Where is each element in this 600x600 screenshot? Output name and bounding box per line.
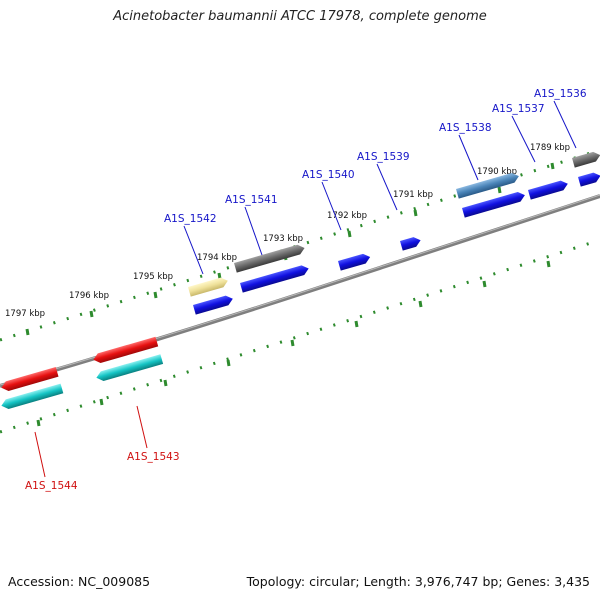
kbp-label: 1790 kbp (477, 167, 517, 177)
accession-label: Accession: NC_009085 (8, 574, 151, 589)
gene-feature (572, 151, 600, 168)
gene-label[interactable]: A1S_1536 (534, 88, 587, 100)
gene-arrow (1, 383, 64, 409)
gene-feature (240, 265, 309, 293)
gene-leader-line (136, 405, 148, 449)
gene-arrow (93, 336, 159, 363)
kbp-tick (25, 328, 30, 336)
gene-label[interactable]: A1S_1537 (492, 103, 545, 115)
gene-arrow (462, 192, 525, 218)
gene-feature (193, 295, 233, 315)
kbp-label: 1797 kbp (5, 309, 45, 319)
gene-arrow (456, 173, 519, 199)
gene-arrow (1, 367, 59, 391)
kbp-tick (89, 310, 94, 318)
gene-features (1, 151, 600, 409)
gene-feature (578, 172, 600, 187)
gene-label[interactable]: A1S_1543 (127, 451, 180, 463)
inner-tick (546, 260, 551, 268)
inner-tick (290, 339, 295, 347)
gene-label[interactable]: A1S_1541 (225, 194, 278, 206)
gene-leader-line (553, 100, 577, 149)
gene-feature (93, 336, 159, 363)
kbp-label: 1791 kbp (393, 190, 433, 200)
kbp-label: 1795 kbp (133, 272, 173, 282)
gene-leader-line (244, 206, 263, 256)
gene-feature (462, 192, 525, 218)
kbp-tick (153, 291, 158, 299)
genome-backbone (0, 194, 600, 388)
kbp-tick (347, 230, 352, 238)
kbp-tick (550, 162, 555, 170)
kbp-label: 1792 kbp (327, 211, 367, 221)
gene-leader-line (34, 431, 46, 478)
gene-arrow (188, 277, 228, 297)
gene-feature (1, 383, 64, 409)
gene-arrow (234, 244, 305, 273)
gene-leader-line (376, 163, 398, 211)
gene-feature (528, 180, 568, 200)
inner-tick (482, 280, 487, 288)
inner-tick (226, 359, 231, 367)
inner-tick (354, 320, 359, 328)
gene-feature (400, 237, 421, 251)
kbp-labels: 1789 kbp 1790 kbp 1791 kbp 1792 kbp 1793 kbp… (5, 143, 570, 319)
gene-arrow (96, 354, 164, 381)
gene-leader-line (511, 115, 536, 163)
genome-backbone-highlight (0, 194, 600, 386)
gene-label[interactable]: A1S_1538 (439, 122, 492, 134)
gene-leader-line (321, 181, 342, 231)
gene-label[interactable]: A1S_1544 (25, 480, 78, 492)
gene-label[interactable]: A1S_1542 (164, 213, 217, 225)
gene-arrow (578, 172, 600, 187)
kbp-label: 1794 kbp (197, 253, 237, 263)
gene-arrow (240, 265, 309, 293)
kbp-label: 1793 kbp (263, 234, 303, 244)
kbp-tick (497, 186, 502, 194)
gene-arrow (572, 151, 600, 168)
inner-tick (99, 398, 104, 406)
gene-arrow (338, 253, 371, 271)
gene-arrow (528, 180, 568, 200)
inner-tick (36, 419, 41, 427)
kbp-label: 1796 kbp (69, 291, 109, 301)
gene-label[interactable]: A1S_1540 (302, 169, 355, 181)
map-title: Acinetobacter baumannii ATCC 17978, comp… (113, 9, 487, 24)
gene-leader-line (183, 225, 204, 275)
major-ticks (25, 162, 555, 427)
kbp-label: 1789 kbp (530, 143, 570, 153)
gene-feature (188, 277, 228, 297)
gene-arrow (193, 295, 233, 315)
gene-leader-line (458, 134, 479, 181)
gene-feature (1, 367, 59, 391)
genome-summary: Topology: circular; Length: 3,976,747 bp… (246, 574, 590, 589)
gene-label[interactable]: A1S_1539 (357, 151, 410, 163)
inner-tick (418, 300, 423, 308)
gene-feature (96, 354, 164, 381)
gene-feature (338, 253, 371, 271)
gene-arrow (400, 237, 421, 251)
gene-feature (234, 244, 305, 273)
kbp-tick (413, 209, 418, 217)
inner-tick (163, 379, 168, 387)
gene-feature (456, 173, 519, 199)
